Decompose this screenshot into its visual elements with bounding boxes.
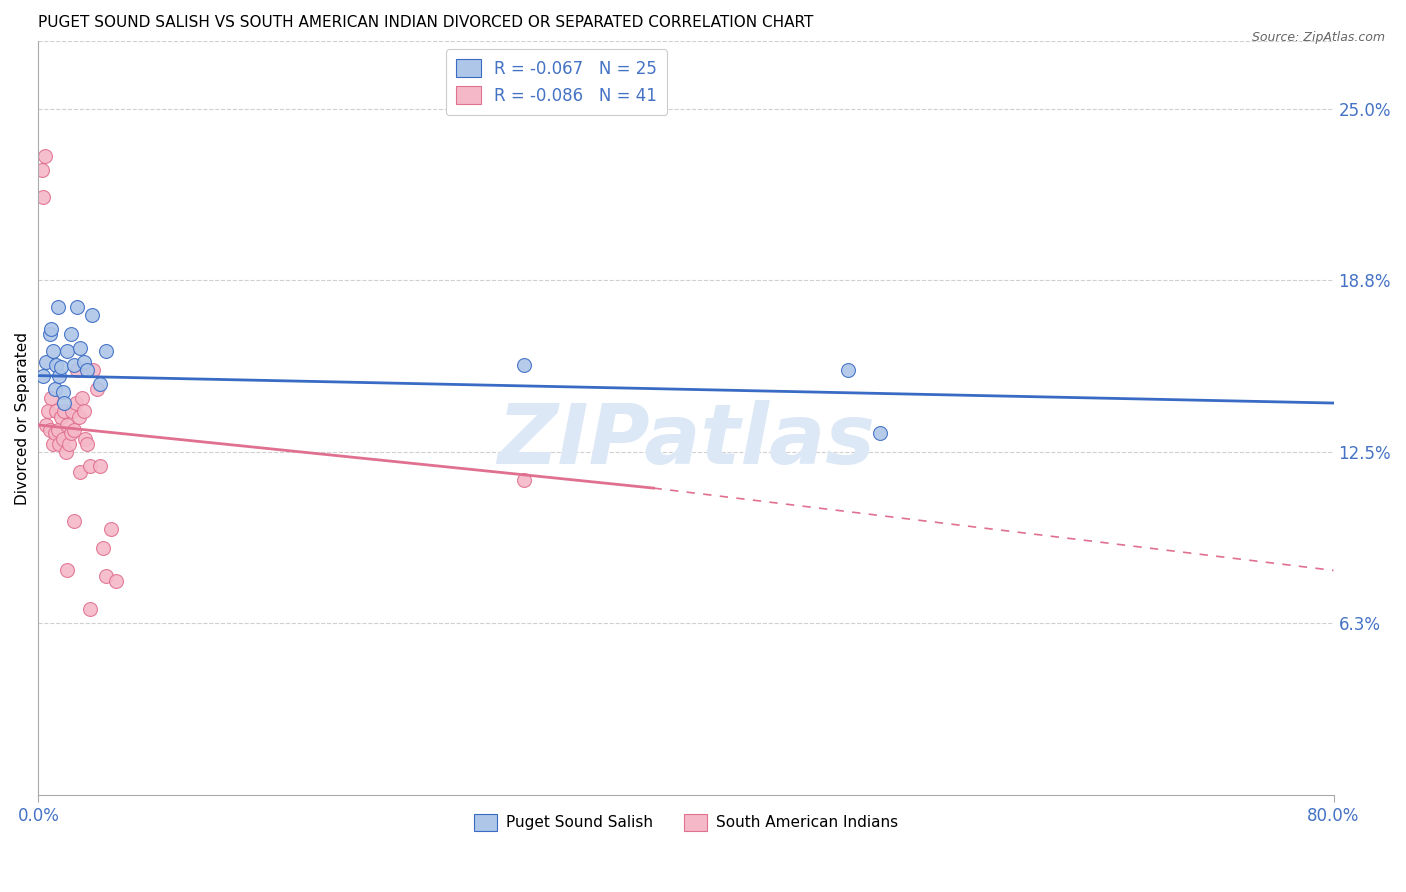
Point <box>48 437 70 451</box>
Point <box>63 514 86 528</box>
Point <box>38 424 60 438</box>
Text: ZIPatlas: ZIPatlas <box>496 401 875 482</box>
Point <box>513 358 536 372</box>
Point <box>63 358 86 372</box>
Point <box>76 437 98 451</box>
Point <box>56 417 79 432</box>
Point <box>44 426 66 441</box>
Point <box>73 404 96 418</box>
Point <box>32 368 55 383</box>
Point <box>32 190 55 204</box>
Point <box>96 343 118 358</box>
Point <box>59 327 82 342</box>
Point <box>66 363 89 377</box>
Point <box>37 404 59 418</box>
Point <box>46 300 69 314</box>
Point <box>56 563 79 577</box>
Point <box>79 459 101 474</box>
Point <box>45 404 67 418</box>
Point <box>67 409 90 424</box>
Point <box>59 426 82 441</box>
Point <box>48 368 70 383</box>
Point <box>34 149 56 163</box>
Point <box>42 437 65 451</box>
Point <box>86 382 108 396</box>
Point <box>45 358 67 372</box>
Point <box>58 437 80 451</box>
Point <box>39 391 62 405</box>
Point <box>63 424 86 438</box>
Point <box>35 355 58 369</box>
Point <box>55 445 77 459</box>
Point <box>73 355 96 369</box>
Point <box>44 382 66 396</box>
Text: Source: ZipAtlas.com: Source: ZipAtlas.com <box>1251 31 1385 45</box>
Point <box>513 473 536 487</box>
Point <box>49 360 72 375</box>
Point <box>76 363 98 377</box>
Point <box>70 391 93 405</box>
Point <box>53 404 76 418</box>
Point <box>42 343 65 358</box>
Text: PUGET SOUND SALISH VS SOUTH AMERICAN INDIAN DIVORCED OR SEPARATED CORRELATION CH: PUGET SOUND SALISH VS SOUTH AMERICAN IND… <box>38 15 814 30</box>
Y-axis label: Divorced or Separated: Divorced or Separated <box>15 332 30 505</box>
Point <box>105 574 128 589</box>
Point <box>837 363 859 377</box>
Point <box>79 602 101 616</box>
Point <box>80 308 103 322</box>
Point <box>96 569 118 583</box>
Point <box>69 465 91 479</box>
Point <box>75 432 97 446</box>
Point <box>89 459 111 474</box>
Point <box>91 541 114 556</box>
Point <box>65 396 87 410</box>
Point <box>53 396 76 410</box>
Point <box>89 376 111 391</box>
Point <box>60 404 83 418</box>
Point <box>49 409 72 424</box>
Point <box>31 162 53 177</box>
Point <box>66 300 89 314</box>
Point <box>869 426 891 441</box>
Point <box>52 432 75 446</box>
Point <box>52 385 75 400</box>
Legend: Puget Sound Salish, South American Indians: Puget Sound Salish, South American India… <box>468 808 904 837</box>
Point <box>38 327 60 342</box>
Point <box>82 363 104 377</box>
Point <box>56 343 79 358</box>
Point <box>100 522 122 536</box>
Point <box>69 341 91 355</box>
Point <box>35 417 58 432</box>
Point <box>39 322 62 336</box>
Point <box>46 424 69 438</box>
